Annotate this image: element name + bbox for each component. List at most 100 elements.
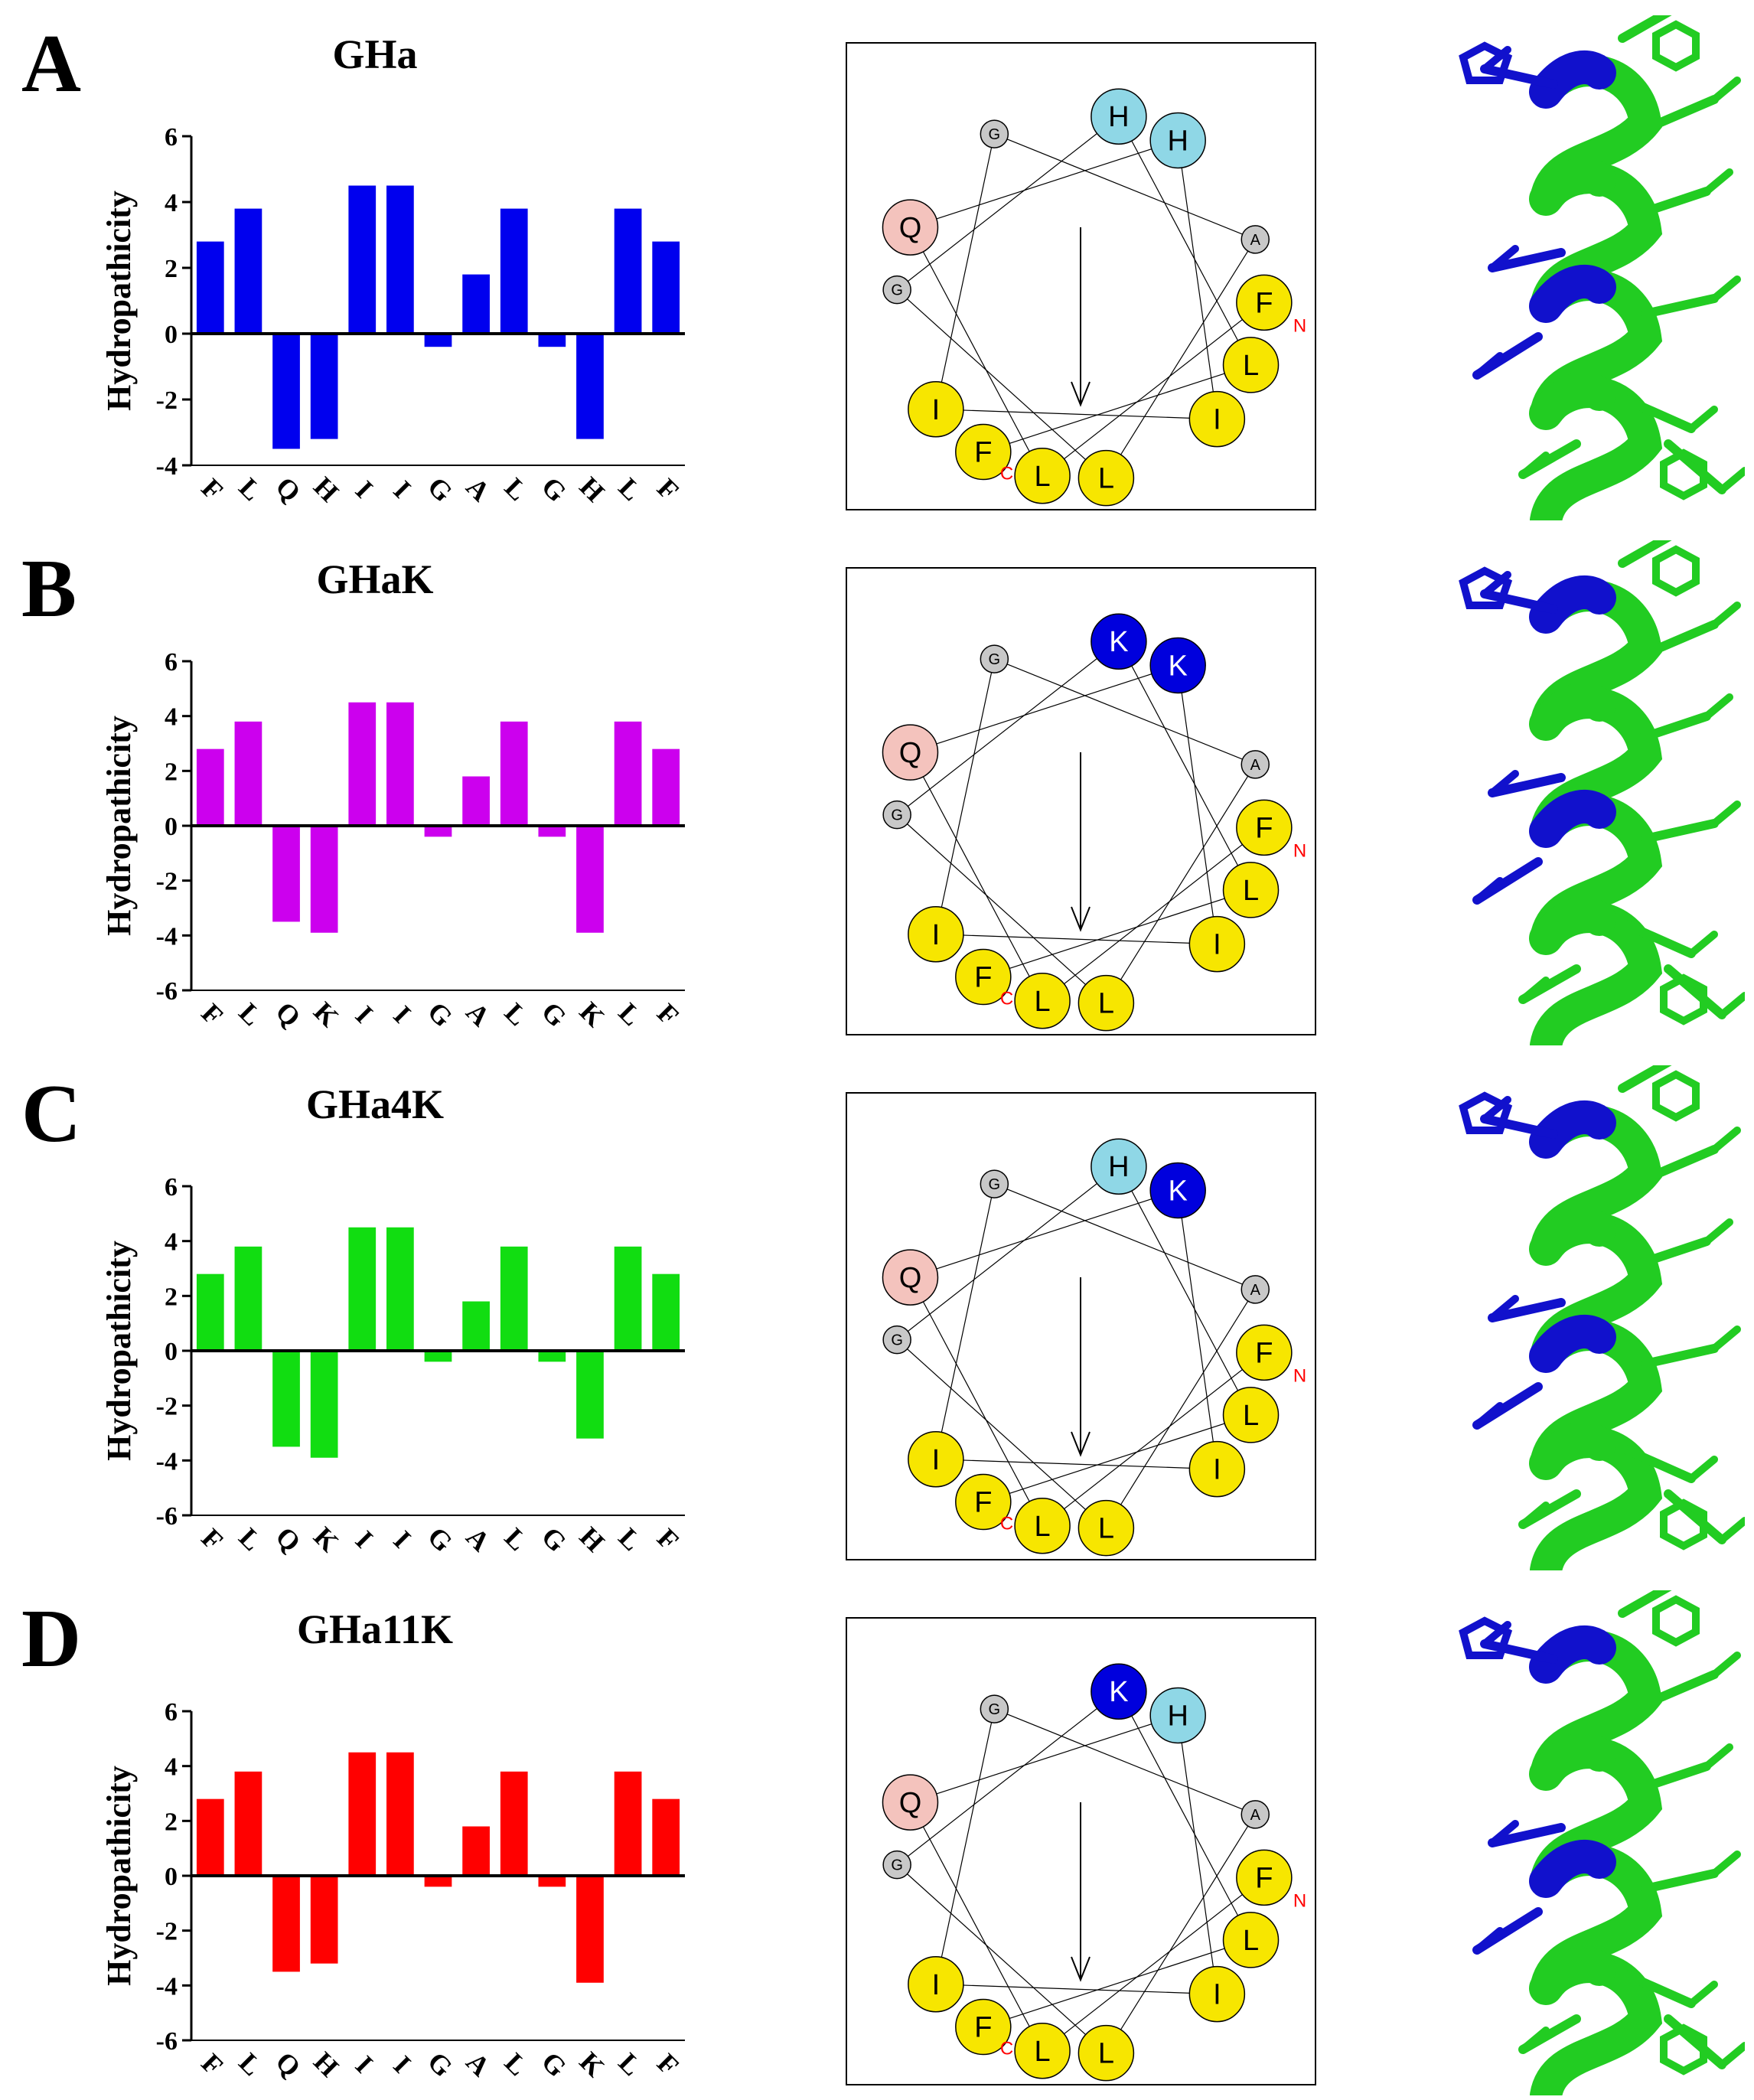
residue-circle bbox=[1078, 1499, 1135, 1557]
residue-circle bbox=[882, 800, 911, 830]
y-tick-label: -2 bbox=[156, 1918, 178, 1946]
wheel-connector bbox=[994, 1708, 1256, 1815]
x-tick-label-group: I bbox=[387, 999, 416, 1029]
x-tick-label: Q bbox=[270, 471, 307, 507]
side-chain bbox=[1718, 467, 1745, 494]
side-chain bbox=[1618, 540, 1672, 568]
side-chain bbox=[1473, 1402, 1504, 1429]
wheel-connector bbox=[935, 1984, 1218, 1995]
x-tick-label: G bbox=[536, 996, 572, 1032]
y-tick-label: 0 bbox=[165, 813, 178, 841]
helix-segment bbox=[1529, 1733, 1616, 1791]
residue-circle bbox=[882, 1774, 939, 1831]
y-tick-label: 2 bbox=[165, 255, 178, 283]
helix-structure-image bbox=[1459, 15, 1745, 520]
wheel-connector bbox=[935, 1183, 995, 1459]
residue-circle bbox=[1188, 1440, 1246, 1498]
residue-label: H bbox=[1108, 101, 1129, 133]
bar bbox=[614, 208, 642, 334]
wheel-connector bbox=[896, 814, 1107, 1004]
x-tick-label: H bbox=[574, 471, 611, 507]
residue-label: I bbox=[1213, 1454, 1221, 1486]
y-tick-label: 6 bbox=[165, 648, 178, 677]
residue-circle bbox=[1149, 112, 1206, 169]
x-tick-label: F bbox=[651, 472, 685, 506]
side-chain bbox=[1488, 245, 1519, 272]
residue-circle bbox=[1241, 1275, 1270, 1304]
wheel-connector bbox=[1042, 1352, 1265, 1527]
wheel-connector bbox=[896, 1691, 1120, 1866]
bar bbox=[652, 748, 680, 826]
wheel-connector bbox=[909, 1277, 1043, 1527]
panel-letter: D bbox=[21, 1593, 81, 1684]
bar bbox=[386, 702, 414, 826]
x-tick-label: I bbox=[350, 2049, 379, 2079]
x-tick-label: I bbox=[350, 999, 379, 1029]
x-tick-label-group: I bbox=[350, 474, 379, 504]
residue-label: L bbox=[1035, 2036, 1051, 2068]
x-tick-label-group: L bbox=[613, 472, 647, 507]
x-tick-label: L bbox=[233, 2047, 267, 2082]
bar bbox=[310, 1351, 338, 1458]
x-tick-label-group: I bbox=[387, 474, 416, 504]
y-tick-label: 0 bbox=[165, 1863, 178, 1891]
bar bbox=[576, 1876, 604, 1983]
side-chain bbox=[1618, 1443, 1696, 1483]
wheel-connector bbox=[935, 409, 1218, 420]
side-chain bbox=[1618, 1065, 1672, 1093]
y-tick-label: 2 bbox=[165, 1283, 178, 1311]
helix-structure-image bbox=[1459, 540, 1745, 1045]
wheel-connector bbox=[896, 289, 1107, 479]
y-tick-label: 0 bbox=[165, 1338, 178, 1366]
side-chain bbox=[1664, 964, 1726, 1019]
residue-label: I bbox=[1213, 1979, 1221, 2011]
bar bbox=[576, 826, 604, 933]
side-chain bbox=[1718, 992, 1745, 1019]
aromatic-ring bbox=[1660, 973, 1707, 1026]
x-tick-label-group: H bbox=[574, 471, 611, 507]
x-tick-label-group: I bbox=[350, 999, 379, 1029]
wheel-connector bbox=[1177, 665, 1218, 944]
panel-letter: A bbox=[21, 18, 81, 109]
wheel-connector bbox=[1177, 1715, 1218, 1994]
side-chain bbox=[1656, 620, 1719, 652]
side-chain bbox=[1488, 1295, 1519, 1322]
x-tick-label-group: I bbox=[387, 1524, 416, 1554]
residue-circle bbox=[1078, 449, 1135, 507]
imidazole-ring bbox=[1459, 1091, 1513, 1134]
imidazole-ring bbox=[1459, 1616, 1513, 1659]
residue-circle bbox=[980, 1694, 1009, 1723]
x-tick-label: K bbox=[574, 996, 611, 1032]
bar bbox=[196, 241, 224, 334]
side-chain bbox=[1480, 64, 1558, 89]
x-tick-label: F bbox=[651, 2047, 685, 2081]
residue-label: L bbox=[1035, 1511, 1051, 1543]
bar bbox=[424, 1351, 452, 1362]
x-tick-label-group: I bbox=[350, 2049, 379, 2079]
wheel-connector bbox=[910, 1714, 1179, 1803]
side-chain bbox=[1618, 393, 1696, 433]
bar bbox=[386, 185, 414, 334]
residue-circle bbox=[1091, 88, 1147, 145]
bar bbox=[424, 334, 452, 347]
x-tick-label: F bbox=[651, 997, 685, 1031]
x-tick-label-group: G bbox=[422, 2046, 458, 2082]
x-tick-label-group: A bbox=[460, 1521, 496, 1557]
residue-label: A bbox=[1250, 1807, 1261, 1824]
residue-circle bbox=[980, 1169, 1009, 1198]
helix-segment bbox=[1529, 158, 1616, 216]
residue-label: I bbox=[1213, 404, 1221, 436]
wheel-connector bbox=[994, 133, 1256, 240]
residue-label: A bbox=[1250, 1282, 1261, 1299]
bar bbox=[234, 1771, 262, 1876]
side-chain bbox=[1488, 1823, 1566, 1847]
helix-segment bbox=[1529, 1315, 1616, 1373]
x-tick-label: F bbox=[196, 2047, 230, 2081]
x-tick-label: I bbox=[387, 2049, 416, 2079]
aromatic-ring bbox=[1652, 20, 1700, 72]
